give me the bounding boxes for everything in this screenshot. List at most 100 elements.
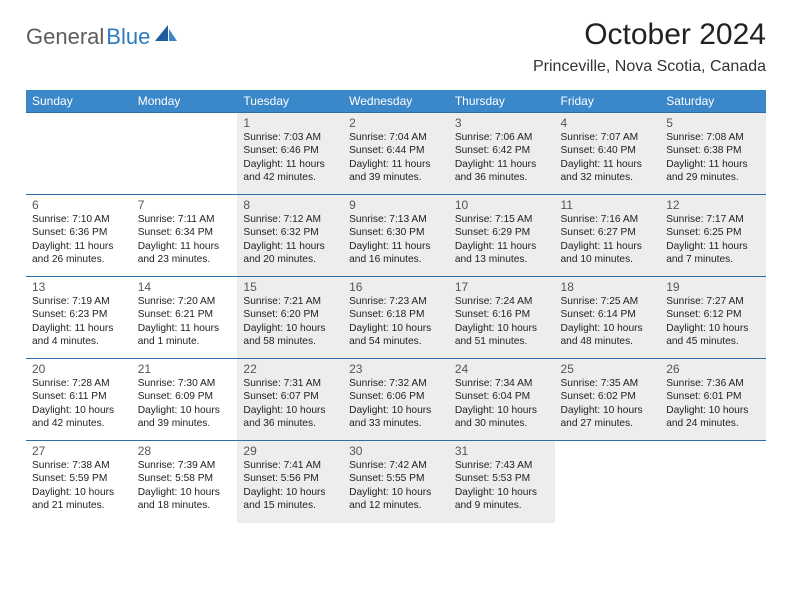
day-cell [555, 441, 661, 523]
day-number: 25 [561, 362, 655, 376]
day-cell: 4Sunrise: 7:07 AMSunset: 6:40 PMDaylight… [555, 113, 661, 195]
weekday-header: Wednesday [343, 90, 449, 113]
day-info: Sunrise: 7:17 AMSunset: 6:25 PMDaylight:… [666, 213, 760, 266]
day-info: Sunrise: 7:32 AMSunset: 6:06 PMDaylight:… [349, 377, 443, 430]
day-cell: 22Sunrise: 7:31 AMSunset: 6:07 PMDayligh… [237, 359, 343, 441]
day-cell: 6Sunrise: 7:10 AMSunset: 6:36 PMDaylight… [26, 195, 132, 277]
day-cell: 21Sunrise: 7:30 AMSunset: 6:09 PMDayligh… [132, 359, 238, 441]
day-cell: 10Sunrise: 7:15 AMSunset: 6:29 PMDayligh… [449, 195, 555, 277]
day-info: Sunrise: 7:06 AMSunset: 6:42 PMDaylight:… [455, 131, 549, 184]
day-info: Sunrise: 7:15 AMSunset: 6:29 PMDaylight:… [455, 213, 549, 266]
day-info: Sunrise: 7:42 AMSunset: 5:55 PMDaylight:… [349, 459, 443, 512]
month-title: October 2024 [533, 18, 766, 52]
day-info: Sunrise: 7:43 AMSunset: 5:53 PMDaylight:… [455, 459, 549, 512]
weekday-header: Monday [132, 90, 238, 113]
day-cell: 11Sunrise: 7:16 AMSunset: 6:27 PMDayligh… [555, 195, 661, 277]
header: GeneralBlue October 2024 Princeville, No… [26, 18, 766, 80]
day-info: Sunrise: 7:38 AMSunset: 5:59 PMDaylight:… [32, 459, 126, 512]
day-cell: 1Sunrise: 7:03 AMSunset: 6:46 PMDaylight… [237, 113, 343, 195]
day-number: 8 [243, 198, 337, 212]
day-number: 16 [349, 280, 443, 294]
weekday-header-row: SundayMondayTuesdayWednesdayThursdayFrid… [26, 90, 766, 113]
day-info: Sunrise: 7:08 AMSunset: 6:38 PMDaylight:… [666, 131, 760, 184]
weekday-header: Sunday [26, 90, 132, 113]
day-cell [660, 441, 766, 523]
day-number: 26 [666, 362, 760, 376]
day-cell: 3Sunrise: 7:06 AMSunset: 6:42 PMDaylight… [449, 113, 555, 195]
day-cell: 15Sunrise: 7:21 AMSunset: 6:20 PMDayligh… [237, 277, 343, 359]
title-area: October 2024 Princeville, Nova Scotia, C… [533, 18, 766, 80]
day-info: Sunrise: 7:10 AMSunset: 6:36 PMDaylight:… [32, 213, 126, 266]
calendar-page: GeneralBlue October 2024 Princeville, No… [0, 0, 792, 533]
day-number: 11 [561, 198, 655, 212]
day-cell: 24Sunrise: 7:34 AMSunset: 6:04 PMDayligh… [449, 359, 555, 441]
day-number: 31 [455, 444, 549, 458]
day-number: 5 [666, 116, 760, 130]
day-number: 22 [243, 362, 337, 376]
day-number: 14 [138, 280, 232, 294]
day-cell: 25Sunrise: 7:35 AMSunset: 6:02 PMDayligh… [555, 359, 661, 441]
day-number: 24 [455, 362, 549, 376]
day-number: 23 [349, 362, 443, 376]
day-number: 30 [349, 444, 443, 458]
week-row: 20Sunrise: 7:28 AMSunset: 6:11 PMDayligh… [26, 359, 766, 441]
day-info: Sunrise: 7:39 AMSunset: 5:58 PMDaylight:… [138, 459, 232, 512]
day-cell: 5Sunrise: 7:08 AMSunset: 6:38 PMDaylight… [660, 113, 766, 195]
day-number: 12 [666, 198, 760, 212]
day-info: Sunrise: 7:04 AMSunset: 6:44 PMDaylight:… [349, 131, 443, 184]
day-info: Sunrise: 7:27 AMSunset: 6:12 PMDaylight:… [666, 295, 760, 348]
weekday-header: Friday [555, 90, 661, 113]
day-number: 28 [138, 444, 232, 458]
day-number: 21 [138, 362, 232, 376]
day-number: 3 [455, 116, 549, 130]
day-info: Sunrise: 7:13 AMSunset: 6:30 PMDaylight:… [349, 213, 443, 266]
week-row: 1Sunrise: 7:03 AMSunset: 6:46 PMDaylight… [26, 113, 766, 195]
day-number: 17 [455, 280, 549, 294]
day-number: 15 [243, 280, 337, 294]
day-info: Sunrise: 7:28 AMSunset: 6:11 PMDaylight:… [32, 377, 126, 430]
day-cell: 29Sunrise: 7:41 AMSunset: 5:56 PMDayligh… [237, 441, 343, 523]
day-info: Sunrise: 7:41 AMSunset: 5:56 PMDaylight:… [243, 459, 337, 512]
day-info: Sunrise: 7:30 AMSunset: 6:09 PMDaylight:… [138, 377, 232, 430]
day-number: 1 [243, 116, 337, 130]
week-row: 6Sunrise: 7:10 AMSunset: 6:36 PMDaylight… [26, 195, 766, 277]
day-number: 19 [666, 280, 760, 294]
day-info: Sunrise: 7:24 AMSunset: 6:16 PMDaylight:… [455, 295, 549, 348]
day-number: 20 [32, 362, 126, 376]
day-number: 4 [561, 116, 655, 130]
day-cell: 17Sunrise: 7:24 AMSunset: 6:16 PMDayligh… [449, 277, 555, 359]
day-number: 7 [138, 198, 232, 212]
day-number: 27 [32, 444, 126, 458]
brand-logo: GeneralBlue [26, 18, 177, 50]
day-cell: 7Sunrise: 7:11 AMSunset: 6:34 PMDaylight… [132, 195, 238, 277]
day-cell: 27Sunrise: 7:38 AMSunset: 5:59 PMDayligh… [26, 441, 132, 523]
day-info: Sunrise: 7:34 AMSunset: 6:04 PMDaylight:… [455, 377, 549, 430]
day-info: Sunrise: 7:20 AMSunset: 6:21 PMDaylight:… [138, 295, 232, 348]
day-cell: 31Sunrise: 7:43 AMSunset: 5:53 PMDayligh… [449, 441, 555, 523]
day-cell: 28Sunrise: 7:39 AMSunset: 5:58 PMDayligh… [132, 441, 238, 523]
day-cell: 13Sunrise: 7:19 AMSunset: 6:23 PMDayligh… [26, 277, 132, 359]
day-cell [132, 113, 238, 195]
calendar-table: SundayMondayTuesdayWednesdayThursdayFrid… [26, 90, 766, 523]
day-cell: 8Sunrise: 7:12 AMSunset: 6:32 PMDaylight… [237, 195, 343, 277]
day-number: 29 [243, 444, 337, 458]
day-number: 18 [561, 280, 655, 294]
weekday-header: Tuesday [237, 90, 343, 113]
day-number: 9 [349, 198, 443, 212]
weekday-header: Thursday [449, 90, 555, 113]
brand-text-2: Blue [106, 24, 150, 50]
day-cell: 20Sunrise: 7:28 AMSunset: 6:11 PMDayligh… [26, 359, 132, 441]
day-info: Sunrise: 7:35 AMSunset: 6:02 PMDaylight:… [561, 377, 655, 430]
day-info: Sunrise: 7:16 AMSunset: 6:27 PMDaylight:… [561, 213, 655, 266]
week-row: 13Sunrise: 7:19 AMSunset: 6:23 PMDayligh… [26, 277, 766, 359]
day-cell [26, 113, 132, 195]
day-info: Sunrise: 7:25 AMSunset: 6:14 PMDaylight:… [561, 295, 655, 348]
day-info: Sunrise: 7:11 AMSunset: 6:34 PMDaylight:… [138, 213, 232, 266]
day-cell: 12Sunrise: 7:17 AMSunset: 6:25 PMDayligh… [660, 195, 766, 277]
day-info: Sunrise: 7:36 AMSunset: 6:01 PMDaylight:… [666, 377, 760, 430]
day-cell: 9Sunrise: 7:13 AMSunset: 6:30 PMDaylight… [343, 195, 449, 277]
day-cell: 23Sunrise: 7:32 AMSunset: 6:06 PMDayligh… [343, 359, 449, 441]
day-number: 13 [32, 280, 126, 294]
calendar-body: 1Sunrise: 7:03 AMSunset: 6:46 PMDaylight… [26, 113, 766, 523]
day-info: Sunrise: 7:12 AMSunset: 6:32 PMDaylight:… [243, 213, 337, 266]
